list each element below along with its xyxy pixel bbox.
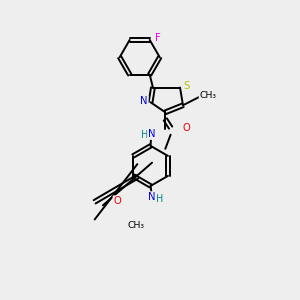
Text: S: S xyxy=(183,81,190,91)
Text: N: N xyxy=(148,192,156,202)
Text: N: N xyxy=(148,129,155,139)
Text: O: O xyxy=(113,196,121,206)
Text: CH₃: CH₃ xyxy=(200,91,217,100)
Text: CH₃: CH₃ xyxy=(128,221,144,230)
Text: O: O xyxy=(183,123,190,133)
Text: H: H xyxy=(155,194,163,204)
Text: F: F xyxy=(155,33,161,43)
Text: H: H xyxy=(141,130,148,140)
Text: N: N xyxy=(140,96,148,106)
